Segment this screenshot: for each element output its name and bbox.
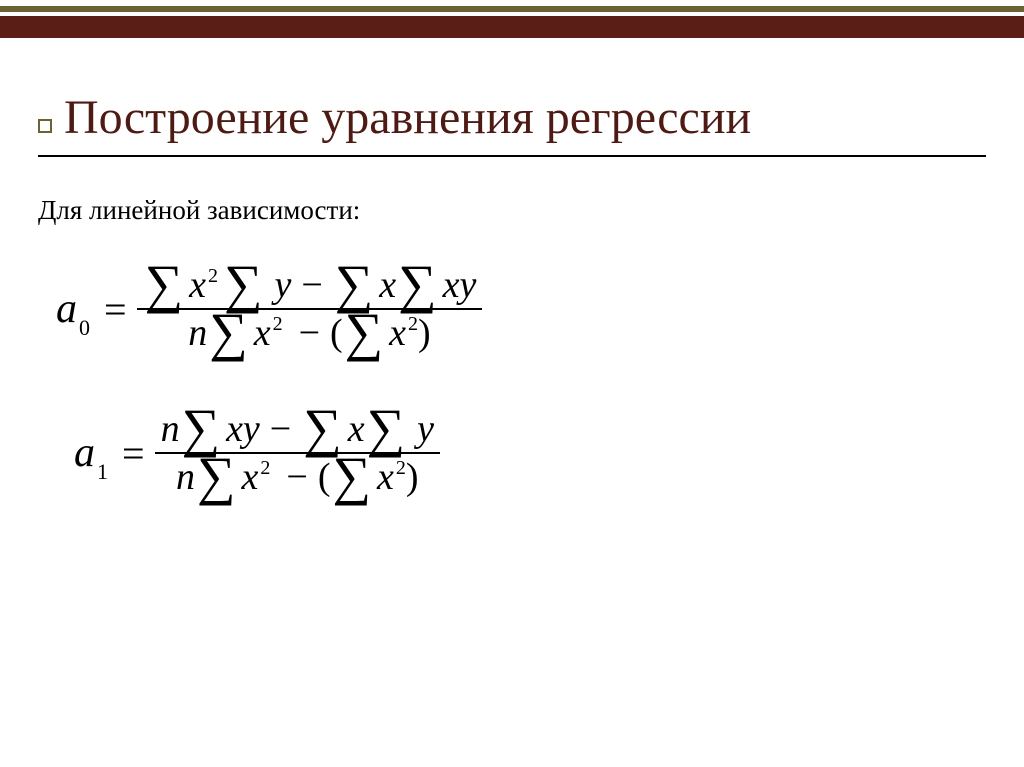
term-x2: x2 [189, 266, 218, 304]
term-n: n [161, 410, 180, 448]
term-x: x [379, 266, 396, 304]
rparen: ) [406, 458, 419, 496]
slide-subtitle: Для линейной зависимости: [38, 195, 986, 226]
term-x2: x2 [377, 458, 406, 496]
title-row: Построение уравнения регрессии [38, 90, 986, 145]
term-y: y [274, 266, 291, 304]
term-x: x [348, 410, 365, 448]
lparen: ( [318, 458, 331, 496]
formula-a0-denominator: n ∑ x2 − ( ∑ x2 ) [182, 310, 437, 356]
minus-sign: − [301, 266, 322, 304]
term-x2: x2 [242, 458, 271, 496]
term-y: y [417, 410, 434, 448]
term-xy: xy [226, 410, 260, 448]
slide-content: Построение уравнения регрессии Для линей… [0, 50, 1024, 500]
sigma-icon: ∑ [332, 458, 371, 496]
lparen: ( [330, 314, 343, 352]
formula-a1: a 1 = n ∑ xy − ∑ x ∑ y n ∑ x2 − ( ∑ [38, 406, 986, 500]
rparen: ) [418, 314, 431, 352]
sigma-icon: ∑ [367, 410, 406, 448]
formula-a1-denominator: n ∑ x2 − ( ∑ x2 ) [170, 454, 425, 500]
sigma-icon: ∑ [209, 314, 248, 352]
minus-sign: − [270, 410, 291, 448]
equals-sign: = [122, 430, 145, 477]
equals-sign: = [104, 286, 127, 333]
sigma-icon: ∑ [182, 410, 221, 448]
sigma-icon: ∑ [224, 266, 263, 304]
sigma-icon: ∑ [145, 266, 184, 304]
slide-top-border [0, 0, 1024, 50]
sigma-icon: ∑ [345, 314, 384, 352]
formula-a1-lhs: a 1 [74, 429, 108, 477]
sigma-icon: ∑ [335, 266, 374, 304]
term-x2: x2 [254, 314, 283, 352]
formula-a0-sub: 0 [79, 315, 90, 341]
title-underline [38, 155, 986, 157]
formula-a0-lhs: a 0 [56, 285, 90, 333]
minus-sign: − [286, 458, 307, 496]
term-x2: x2 [389, 314, 418, 352]
slide-title: Построение уравнения регрессии [64, 90, 751, 145]
sigma-icon: ∑ [303, 410, 342, 448]
term-n: n [176, 458, 195, 496]
formula-a1-fraction: n ∑ xy − ∑ x ∑ y n ∑ x2 − ( ∑ x2 ) [155, 406, 440, 500]
title-bullet-icon [38, 119, 52, 133]
formula-a0-var: a [56, 285, 77, 333]
formula-a0: a 0 = ∑ x2 ∑ y − ∑ x ∑ xy n ∑ x2 − ( [38, 262, 986, 356]
formula-a0-numerator: ∑ x2 ∑ y − ∑ x ∑ xy [137, 262, 483, 308]
decor-band-maroon [0, 16, 1024, 38]
sigma-icon: ∑ [398, 266, 437, 304]
formula-a1-var: a [74, 429, 95, 477]
minus-sign: − [299, 314, 320, 352]
term-n: n [188, 314, 207, 352]
formula-a0-fraction: ∑ x2 ∑ y − ∑ x ∑ xy n ∑ x2 − ( ∑ x2 ) [137, 262, 483, 356]
sigma-icon: ∑ [197, 458, 236, 496]
formula-a1-numerator: n ∑ xy − ∑ x ∑ y [155, 406, 440, 452]
formula-a1-sub: 1 [97, 459, 108, 485]
term-xy: xy [443, 266, 477, 304]
